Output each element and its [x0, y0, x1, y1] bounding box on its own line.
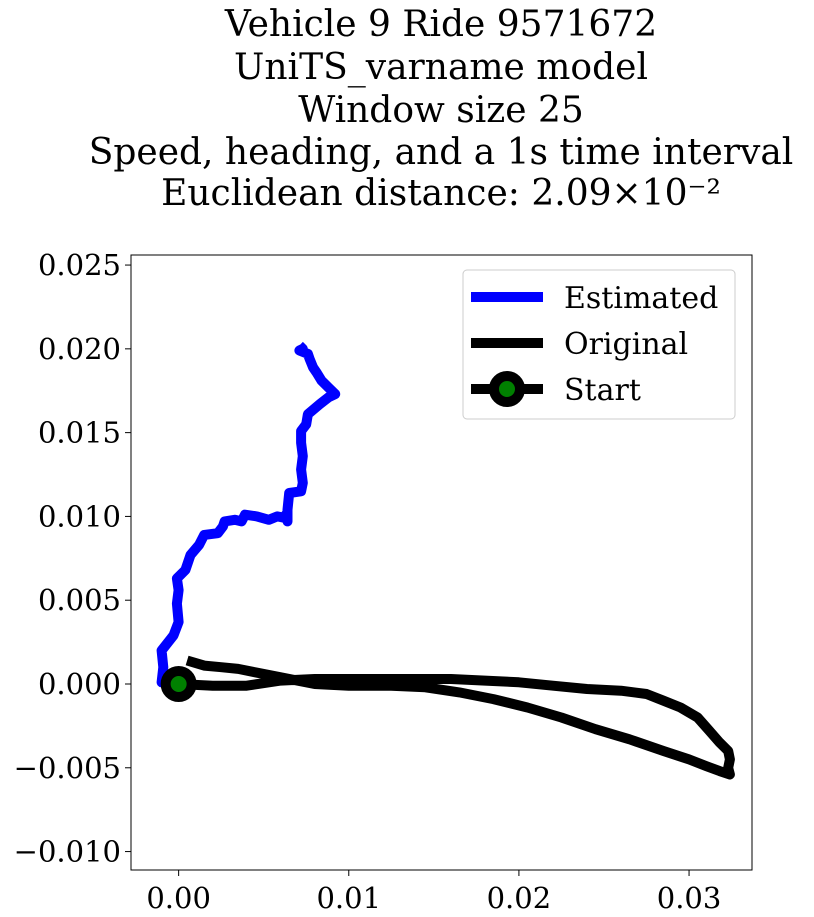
y-tick-label: 0.015	[38, 416, 121, 450]
plot-frame	[130, 254, 753, 871]
x-tick-label: 0.03	[657, 881, 722, 915]
x-tick-label: 0.00	[146, 881, 211, 915]
series-line-estimated	[156, 341, 341, 689]
y-tick-label: −0.010	[14, 835, 121, 869]
y-tick-label: 0.020	[38, 332, 121, 366]
axis-ticks: 0.00 0.01 0.02 0.03 −0.010 −0.005 0.000 0.005 0.…	[14, 248, 722, 915]
series-layer	[156, 341, 735, 780]
title-line-2: UniTS_varname model	[234, 47, 648, 88]
y-tick-label: 0.000	[38, 667, 121, 701]
title-line-3: Window size 25	[298, 90, 584, 131]
x-tick-label: 0.01	[316, 881, 381, 915]
legend-label-estimated: Estimated	[564, 281, 718, 316]
y-tick-label: 0.010	[38, 499, 121, 533]
legend-box	[462, 269, 736, 420]
title-line-5: Euclidean distance: 2.09×10⁻²	[161, 173, 721, 214]
x-tick-label: 0.02	[487, 881, 552, 915]
y-tick-label: 0.025	[38, 248, 121, 282]
chart-title: Vehicle 9 Ride 9571672 UniTS_varname mod…	[89, 4, 794, 214]
legend-label-start: Start	[564, 373, 641, 408]
legend-label-original: Original	[564, 327, 688, 362]
title-line-4: Speed, heading, and a 1s time interval	[89, 132, 794, 173]
y-tick-label: 0.005	[38, 583, 121, 617]
legend-marker-start	[489, 371, 525, 407]
title-line-1: Vehicle 9 Ride 9571672	[224, 4, 657, 45]
series-line-original	[178, 655, 735, 780]
y-tick-label: −0.005	[14, 751, 121, 785]
legend: Estimated Original Start	[462, 269, 736, 420]
start-marker	[160, 665, 197, 702]
